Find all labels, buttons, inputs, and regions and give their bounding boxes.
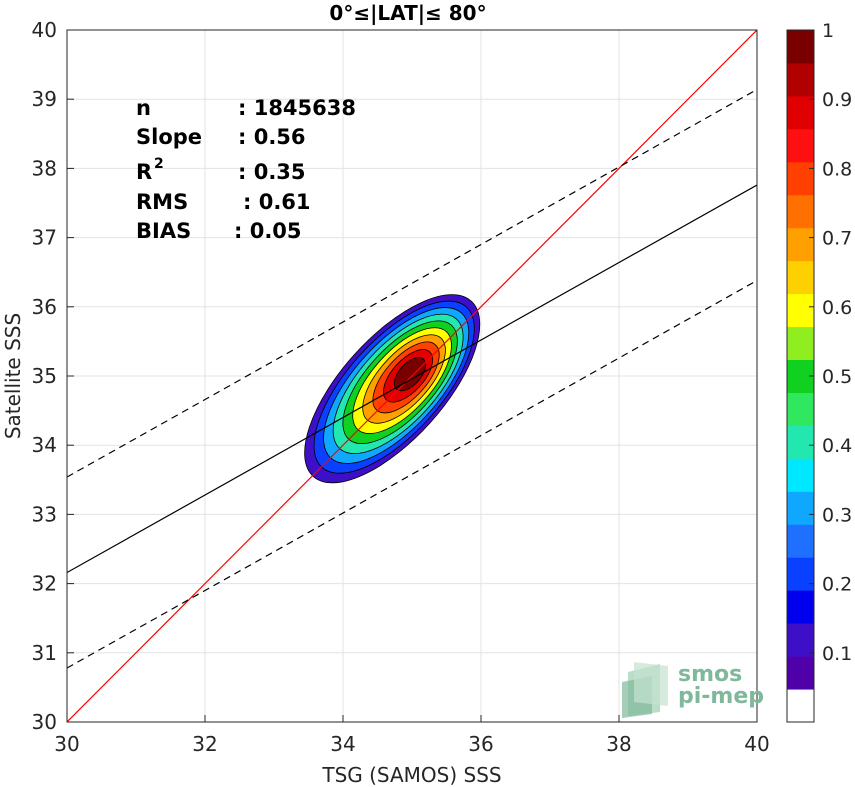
colorbar-segment xyxy=(787,293,814,328)
stat-value: : 1845638 xyxy=(238,96,356,120)
x-tick-label: 36 xyxy=(468,732,493,756)
colorbar-tick-label: 0.5 xyxy=(822,366,852,388)
colorbar-segment xyxy=(787,425,814,459)
colorbar-segment xyxy=(787,95,814,130)
colorbar-segment xyxy=(787,590,814,624)
fit-line xyxy=(67,184,757,574)
colorbar-tick-label: 0.2 xyxy=(822,574,852,596)
colorbar-segment xyxy=(787,30,814,64)
colorbar-segment xyxy=(787,689,814,723)
stat-value: : 0.61 xyxy=(243,190,311,214)
y-tick-label: 31 xyxy=(32,641,57,665)
y-tick-label: 38 xyxy=(32,156,57,180)
colorbar-segment xyxy=(787,623,814,657)
y-tick-label: 36 xyxy=(32,295,57,319)
stat-superscript: 2 xyxy=(154,156,164,172)
stats-box: n : 1845638 Slope : 0.56 R 2 : 0.35 RMS : 0.61 BI… xyxy=(136,96,356,243)
y-tick-label: 37 xyxy=(32,226,57,250)
stat-label: Slope xyxy=(136,125,202,149)
y-tick-label: 34 xyxy=(32,433,57,457)
x-tick-label: 38 xyxy=(606,732,631,756)
colorbar-tick-label: 0.9 xyxy=(822,89,852,111)
colorbar-segment xyxy=(787,161,814,196)
logo-text-smos: smos xyxy=(678,662,742,687)
x-tick-label: 32 xyxy=(192,732,217,756)
colorbar-tick-label: 0.6 xyxy=(822,297,852,319)
y-axis: 30 31 32 33 34 35 36 37 38 39 40 xyxy=(32,18,74,734)
stat-label: R xyxy=(136,160,152,184)
chart-title: 0°≤|LAT|≤ 80° xyxy=(329,1,486,25)
stat-value: : 0.35 xyxy=(238,160,306,184)
colorbar-segment xyxy=(787,392,814,426)
colorbar-segment xyxy=(787,557,814,591)
stat-value: : 0.56 xyxy=(238,125,306,149)
colorbar-tick-label: 1 xyxy=(822,20,834,42)
colorbar-segment xyxy=(787,326,814,361)
y-tick-label: 32 xyxy=(32,572,57,596)
colorbar-segment xyxy=(787,524,814,558)
y-axis-label: Satellite SSS xyxy=(1,313,25,439)
x-axis-label: TSG (SAMOS) SSS xyxy=(321,763,501,787)
logo-graphic-icon xyxy=(622,662,668,718)
colorbar-tick-label: 0.3 xyxy=(822,504,852,526)
stat-label: RMS xyxy=(136,190,188,214)
stat-label: n xyxy=(136,96,151,120)
colorbar-segment xyxy=(787,491,814,525)
colorbar: 0.1 0.2 0.3 0.4 0.5 0.6 0.7 0.8 0.9 1 xyxy=(786,20,852,723)
regression-lines xyxy=(67,30,757,722)
colorbar-segment xyxy=(787,62,814,97)
stat-value: : 0.05 xyxy=(234,219,302,243)
x-tick-label: 30 xyxy=(54,732,79,756)
x-tick-label: 40 xyxy=(744,732,769,756)
identity-line xyxy=(67,30,757,722)
colorbar-tick-label: 0.1 xyxy=(822,643,852,665)
colorbar-segment xyxy=(787,128,814,163)
y-tick-label: 30 xyxy=(32,710,57,734)
smos-pi-mep-logo: smos pi-mep xyxy=(622,662,764,718)
logo-text-pi-mep: pi-mep xyxy=(678,684,764,709)
x-tick-label: 34 xyxy=(330,732,355,756)
y-tick-label: 40 xyxy=(32,18,57,42)
colorbar-tick-label: 0.8 xyxy=(822,158,852,180)
x-axis: 30 32 34 36 38 40 xyxy=(54,715,770,756)
density-contour-level xyxy=(393,357,427,392)
colorbar-segment xyxy=(787,227,814,262)
stat-label: BIAS xyxy=(136,219,191,243)
colorbar-segment xyxy=(787,194,814,229)
colorbar-tick-label: 0.4 xyxy=(822,435,852,457)
y-tick-label: 39 xyxy=(32,87,57,111)
colorbar-segment xyxy=(787,458,814,492)
colorbar-segment xyxy=(787,656,814,690)
y-tick-label: 35 xyxy=(32,364,57,388)
density-contours xyxy=(304,294,481,484)
colorbar-tick-label: 0.7 xyxy=(822,228,852,250)
colorbar-segment xyxy=(787,260,814,295)
y-tick-label: 33 xyxy=(32,502,57,526)
